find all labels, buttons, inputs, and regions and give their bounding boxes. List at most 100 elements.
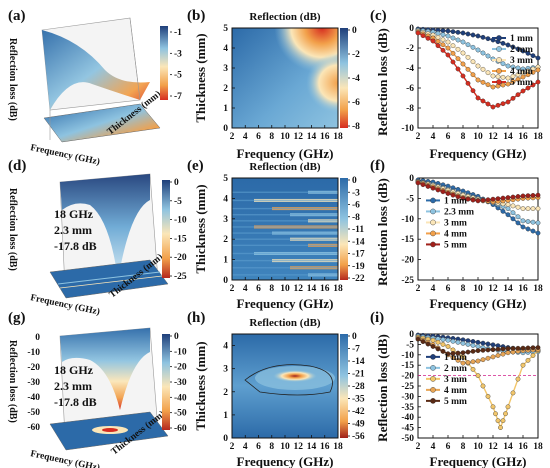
legend-marker <box>430 354 436 360</box>
data-point <box>495 353 501 358</box>
stripe-faint <box>232 252 338 255</box>
data-point <box>450 50 456 56</box>
x-tick-label: 16 <box>320 442 330 452</box>
data-point <box>505 212 511 218</box>
data-point <box>535 55 541 61</box>
x-tick-label: 2 <box>230 442 235 452</box>
data-point <box>430 185 436 191</box>
data-point <box>475 47 481 53</box>
stripe-faint <box>232 220 338 222</box>
legend-label: 3 mm <box>444 375 467 385</box>
panel-tag-g: (g) <box>8 310 26 326</box>
ztick-label: -20 <box>27 363 40 373</box>
data-point <box>520 345 526 351</box>
data-point <box>530 228 536 234</box>
colorbar-tick-label: -10 <box>174 347 187 357</box>
data-point <box>480 98 486 104</box>
data-point <box>500 40 506 46</box>
colorbar-d <box>162 180 170 278</box>
colorbar-tick-label: -50 <box>174 409 187 419</box>
data-point <box>515 345 521 351</box>
data-point <box>495 418 501 424</box>
data-point <box>480 66 486 72</box>
legend-marker <box>430 230 436 237</box>
legend-label: 4 mm <box>510 67 533 77</box>
colorbar-ticks-g: 0 -10 -20 -30 -40 -50 -60 <box>170 332 187 434</box>
legend-marker <box>430 398 436 404</box>
data-point <box>530 69 536 75</box>
x-tick-label: 2 <box>416 132 421 142</box>
data-point <box>498 425 503 430</box>
data-point <box>440 47 446 53</box>
y-tick-label: 0 <box>223 276 228 286</box>
data-point <box>525 193 531 199</box>
annotation-g-rl: -17.8 dB <box>54 395 97 409</box>
ztick-label: -30 <box>27 378 40 388</box>
x-tick-label: 18 <box>333 132 343 142</box>
colorbar-tick-label: -14 <box>352 237 365 247</box>
heatmap-h <box>231 333 339 439</box>
xlabel-c: Frequency (GHz) <box>430 146 527 161</box>
colorbar-b <box>340 28 348 128</box>
colorbar-ticks-b: 0 -2 -4 -6 -8 <box>348 26 360 132</box>
x-tick-label: 12 <box>488 132 498 142</box>
data-point <box>485 53 491 59</box>
data-point <box>415 30 421 36</box>
panel-tag-b: (b) <box>187 8 205 24</box>
colorbar-tick-label: -22 <box>352 274 365 284</box>
data-point <box>535 192 541 198</box>
data-point <box>475 77 481 83</box>
data-point <box>480 34 486 40</box>
data-point <box>480 197 486 203</box>
surface-g <box>49 327 169 451</box>
y-tick-label: 1 <box>223 411 228 421</box>
data-point <box>455 194 461 200</box>
x-tick-label: 8 <box>269 132 274 142</box>
data-point <box>520 48 526 54</box>
data-point <box>515 72 521 78</box>
data-point <box>505 99 511 105</box>
title-e: Reflection (dB) <box>249 161 321 173</box>
x-tick-label: 6 <box>446 442 451 452</box>
colorbar-tick-label: -5 <box>174 197 182 207</box>
colorbar-g <box>162 334 170 430</box>
data-point <box>465 42 471 48</box>
y-tick-label: -40 <box>401 413 414 423</box>
panel-tag-e: (e) <box>187 158 204 174</box>
data-point <box>420 182 426 188</box>
x-tick-label: 10 <box>280 284 290 294</box>
data-point <box>493 411 498 417</box>
colorbar-tick-label: -40 <box>174 393 187 403</box>
data-point <box>435 339 441 345</box>
x-tick-label: 6 <box>256 284 261 294</box>
data-point <box>505 75 511 81</box>
xlabel-b: Frequency (GHz) <box>237 146 334 161</box>
series-line <box>417 336 539 430</box>
ztick-label: -10 <box>27 348 40 358</box>
colorbar-tick-label: -35 <box>352 395 365 405</box>
data-point <box>530 353 536 358</box>
data-point <box>455 56 461 62</box>
data-point <box>460 340 466 346</box>
data-point <box>525 85 531 91</box>
y-tick-label: -20 <box>401 372 414 382</box>
data-point <box>465 80 471 86</box>
x-tick-label: 12 <box>294 284 304 294</box>
data-point <box>435 187 441 193</box>
y-tick-label: -15 <box>401 235 414 245</box>
x-tick-label: 8 <box>461 284 466 294</box>
xlabel-g: Frequency (GHz) <box>29 448 101 468</box>
data-point <box>510 194 516 200</box>
colorbar-tick-label: -7 <box>174 92 182 102</box>
annotation-d-freq: 18 GHz <box>54 207 94 221</box>
y-tick-label: 0 <box>223 124 228 134</box>
data-point <box>525 226 531 232</box>
data-point <box>455 46 461 52</box>
data-point <box>505 346 511 351</box>
stripe-faint <box>232 199 338 202</box>
data-point <box>450 351 456 356</box>
data-point <box>505 350 511 356</box>
data-point <box>445 33 451 39</box>
colorbar-tick-label: -8 <box>352 213 360 223</box>
